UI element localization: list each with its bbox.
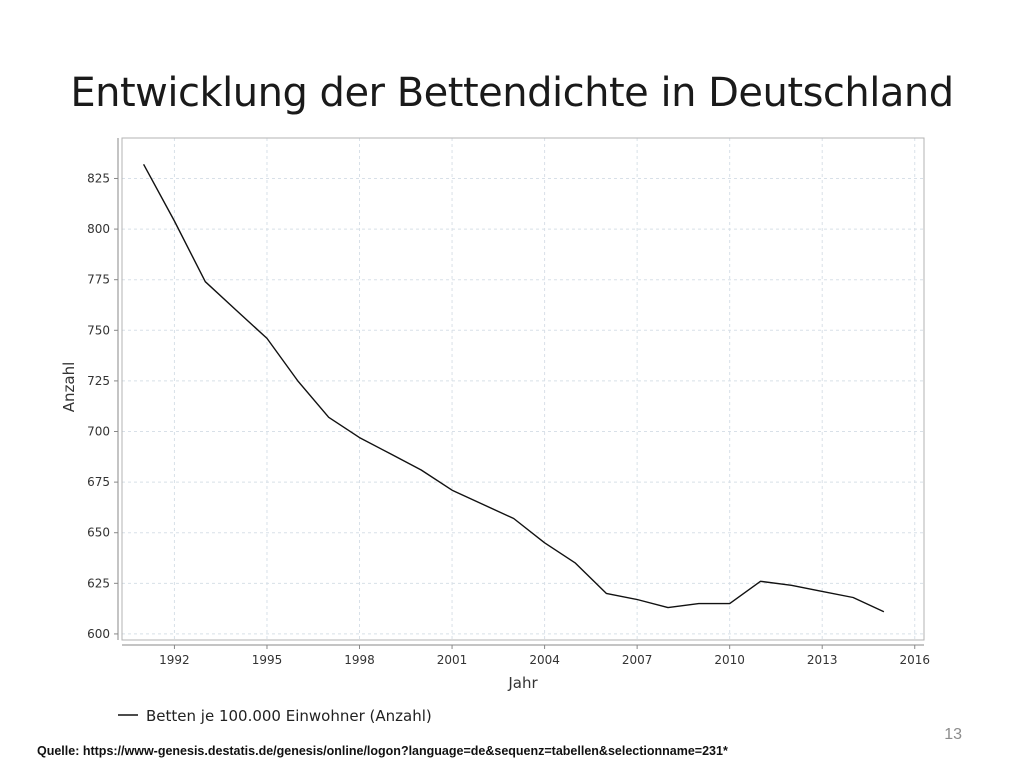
x-tick-label: 2007 (622, 653, 653, 667)
x-tick-label: 1992 (159, 653, 190, 667)
data-point (636, 598, 638, 600)
data-point (451, 489, 453, 491)
y-tick-label: 725 (87, 374, 110, 388)
data-point (420, 469, 422, 471)
data-point (667, 606, 669, 608)
y-tick-label: 775 (87, 273, 110, 287)
data-point (142, 163, 144, 165)
y-axis: 600 625 650 675 700 725 750 775 800 825 (87, 138, 119, 641)
data-point (389, 453, 391, 455)
data-point (204, 281, 206, 283)
slide-number: 13 (944, 726, 962, 743)
data-point (728, 602, 730, 604)
data-point (266, 337, 268, 339)
x-tick-label: 1995 (252, 653, 283, 667)
x-tick-label: 2016 (899, 653, 930, 667)
data-point (543, 542, 545, 544)
series-line (142, 163, 885, 613)
grid (122, 138, 924, 640)
legend: Betten je 100.000 Einwohner (Anzahl) (118, 707, 432, 725)
data-point (698, 602, 700, 604)
series-layer (142, 163, 885, 613)
data-point (235, 309, 237, 311)
source-citation: Quelle: https://www-genesis.destatis.de/… (37, 744, 728, 758)
data-point (297, 380, 299, 382)
data-point (173, 220, 175, 222)
data-point (852, 596, 854, 598)
x-tick-label: 2013 (807, 653, 838, 667)
y-tick-label: 825 (87, 171, 110, 185)
data-point (605, 592, 607, 594)
y-tick-label: 750 (87, 323, 110, 337)
data-point (513, 517, 515, 519)
x-axis-title: Jahr (507, 674, 538, 692)
data-point (883, 610, 885, 612)
y-tick-label: 625 (87, 576, 110, 590)
y-tick-label: 700 (87, 425, 110, 439)
data-point (574, 562, 576, 564)
x-tick-label: 2010 (714, 653, 745, 667)
y-tick-label: 800 (87, 222, 110, 236)
x-tick-label: 2001 (437, 653, 468, 667)
x-axis: 1992 1995 1998 2001 2004 2007 2010 2013 2016 (122, 644, 930, 667)
data-point (482, 503, 484, 505)
y-tick-label: 675 (87, 475, 110, 489)
y-tick-label: 650 (87, 526, 110, 540)
data-point (790, 584, 792, 586)
data-point (327, 416, 329, 418)
slide-title: Entwicklung der Bettendichte in Deutschl… (70, 70, 954, 116)
data-point (358, 436, 360, 438)
y-tick-label: 600 (87, 627, 110, 641)
data-point (759, 580, 761, 582)
x-tick-label: 2004 (529, 653, 560, 667)
y-axis-title: Anzahl (60, 362, 78, 413)
x-tick-label: 1998 (344, 653, 375, 667)
data-point (821, 590, 823, 592)
legend-label: Betten je 100.000 Einwohner (Anzahl) (146, 707, 432, 725)
plot-area (121, 137, 925, 641)
